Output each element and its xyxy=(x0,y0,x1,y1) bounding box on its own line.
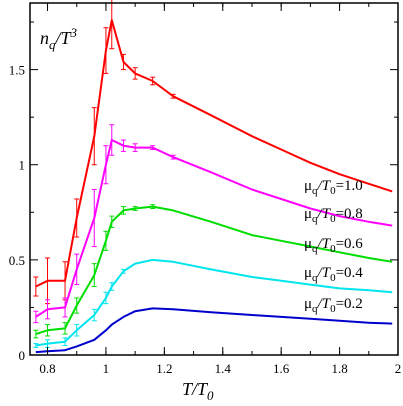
series-line xyxy=(35,258,393,347)
series-label: μq/T0=0.8 xyxy=(304,206,363,225)
series-line xyxy=(35,139,393,318)
series-label-part: μ xyxy=(304,206,312,222)
series-label: μq/T0=0.4 xyxy=(304,265,363,284)
series-layer xyxy=(33,0,393,354)
series-1.0 xyxy=(33,0,393,305)
series-label-part: 0 xyxy=(330,303,336,315)
y-axis-label-tail: /T xyxy=(55,28,73,48)
x-tick-label: 1.2 xyxy=(156,361,172,376)
series-label-part: /T xyxy=(317,236,332,252)
x-tick-label: 2 xyxy=(395,361,402,376)
x-axis-label-sub: 0 xyxy=(207,388,214,403)
series-label-part: =0.6 xyxy=(336,236,364,252)
series-label-part: =0.2 xyxy=(336,296,363,312)
plot-frame xyxy=(29,2,399,356)
y-axis-label-sub: q xyxy=(49,37,56,52)
x-tick-label: 1 xyxy=(103,361,110,376)
series-line xyxy=(35,205,393,336)
series-0.2 xyxy=(35,307,393,354)
series-label-part: 0 xyxy=(330,185,336,197)
y-axis-label: nq/T3 xyxy=(40,25,78,52)
series-label-part: =0.4 xyxy=(336,265,364,281)
x-tick-label: 1.6 xyxy=(273,361,290,376)
series-label: μq/T0=1.0 xyxy=(304,178,363,197)
y-axis-label-sup: 3 xyxy=(70,25,78,40)
series-label-part: q xyxy=(312,303,318,315)
x-axis-label-main: T/T xyxy=(182,379,209,399)
series-label-part: 0 xyxy=(330,213,336,225)
series-labels: μq/T0=1.0μq/T0=0.8μq/T0=0.6μq/T0=0.4μq/T… xyxy=(304,178,363,315)
x-axis-label: T/T0 xyxy=(182,379,214,403)
series-0.4 xyxy=(33,258,393,348)
y-tick-label: 1.5 xyxy=(9,63,25,78)
y-tick-label: 0 xyxy=(19,348,26,363)
series-label-part: 0 xyxy=(330,272,336,284)
axis-ticks: 0.8 1 1.2 1.4 1.6 1.8 2 0 0.5 1 1.5 xyxy=(9,3,402,376)
y-axis-label-main: n xyxy=(40,28,49,48)
series-label-part: /T xyxy=(317,265,332,281)
series-label: μq/T0=0.2 xyxy=(304,296,363,315)
series-label-part: /T xyxy=(317,296,332,312)
series-line xyxy=(35,307,393,354)
y-tick-label: 0.5 xyxy=(9,253,25,268)
series-label-part: μ xyxy=(304,296,312,312)
series-label-part: μ xyxy=(304,236,312,252)
y-tick-label: 1 xyxy=(19,158,26,173)
x-tick-label: 1.4 xyxy=(215,361,232,376)
series-label-part: q xyxy=(312,272,318,284)
series-label-part: 0 xyxy=(330,243,336,255)
series-line xyxy=(35,19,393,288)
series-label-part: μ xyxy=(304,265,312,281)
series-label: μq/T0=0.6 xyxy=(304,236,363,255)
series-0.6 xyxy=(33,204,393,339)
series-label-part: q xyxy=(312,213,318,225)
series-label-part: q xyxy=(312,243,318,255)
series-label-part: μ xyxy=(304,178,312,194)
series-0.8 xyxy=(33,124,393,324)
series-label-part: /T xyxy=(317,178,332,194)
series-label-part: =1.0 xyxy=(336,178,363,194)
series-label-part: /T xyxy=(317,206,332,222)
x-tick-label: 1.8 xyxy=(331,361,347,376)
series-label-part: q xyxy=(312,185,318,197)
series-label-part: =0.8 xyxy=(336,206,363,222)
x-tick-label: 0.8 xyxy=(39,361,55,376)
